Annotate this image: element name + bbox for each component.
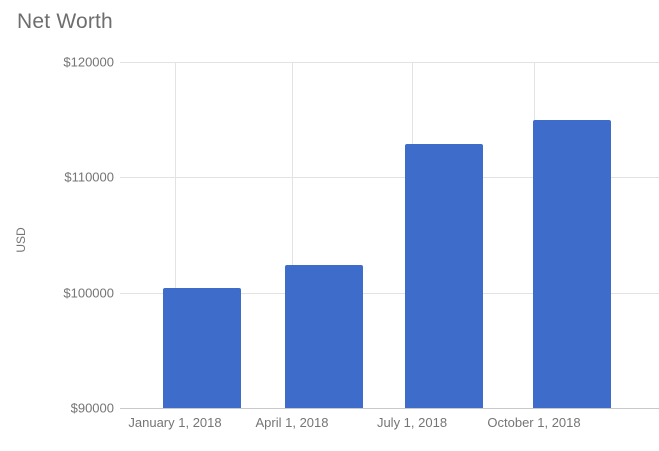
x-tick-label: January 1, 2018 [128, 415, 222, 430]
chart-title: Net Worth [17, 10, 113, 33]
vertical-gridline [175, 62, 176, 408]
x-tick-label: April 1, 2018 [255, 415, 329, 430]
x-tick-label: October 1, 2018 [487, 415, 581, 430]
x-axis-line [120, 408, 659, 409]
horizontal-gridline [120, 62, 659, 63]
y-axis-title: USD [14, 227, 28, 253]
vertical-gridline [292, 62, 293, 408]
bar-2[interactable] [285, 264, 363, 408]
horizontal-gridline [120, 293, 659, 294]
y-tick-label: $100000 [63, 285, 114, 301]
y-tick-label: $120000 [63, 54, 114, 70]
y-tick-label: $90000 [70, 400, 114, 416]
horizontal-gridline [120, 177, 659, 178]
y-tick-label: $110000 [64, 169, 114, 185]
bar-4[interactable] [533, 119, 611, 408]
bar-3[interactable] [405, 143, 483, 408]
bar-1[interactable] [163, 288, 241, 408]
x-tick-label: July 1, 2018 [376, 415, 448, 430]
